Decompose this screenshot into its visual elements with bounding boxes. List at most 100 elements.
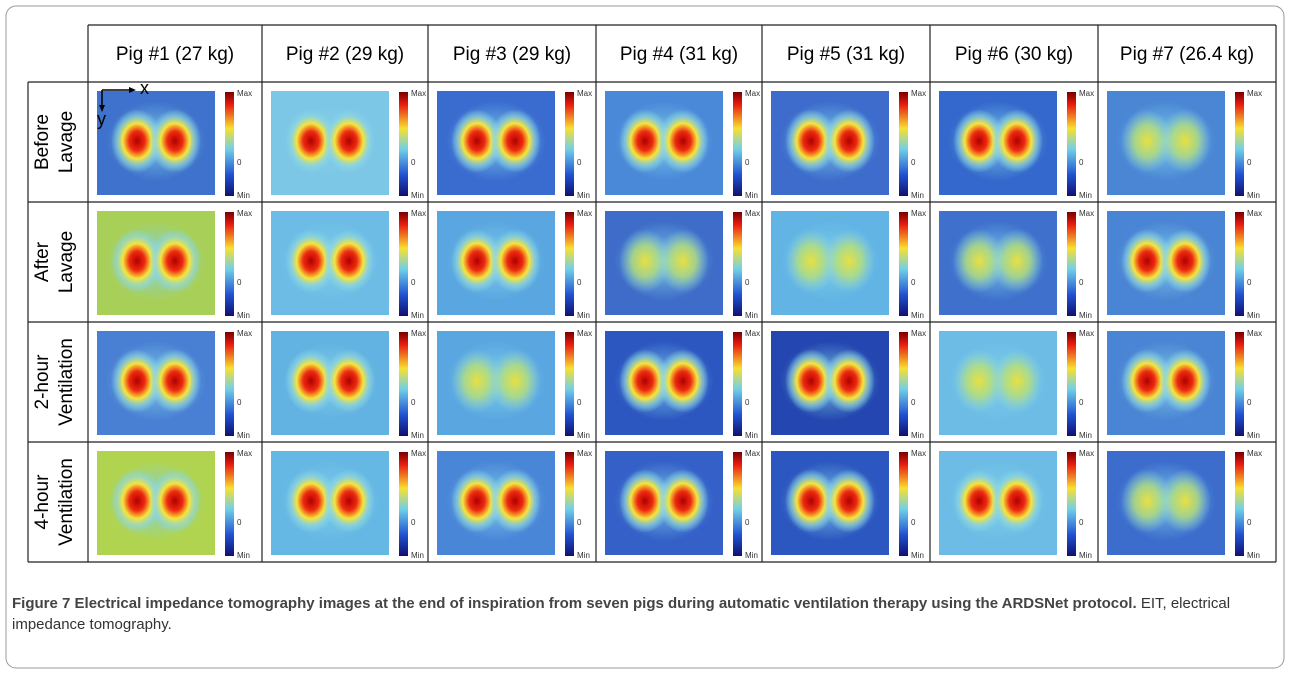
colorbar-label: Max [745, 89, 760, 98]
colorbar-label: Min [911, 311, 924, 320]
lung-blob [1121, 229, 1173, 293]
colorbar [1067, 452, 1076, 556]
colorbar-label: Min [1247, 311, 1260, 320]
colorbar [565, 332, 574, 436]
caption-title: Electrical impedance tomography images a… [74, 595, 1137, 612]
colorbar-label: 0 [1247, 158, 1252, 167]
colorbar-label: Max [237, 209, 252, 218]
colorbar-label: Max [237, 329, 252, 338]
colorbar-label: Max [1079, 89, 1094, 98]
lung-blob [785, 109, 837, 173]
lung-blob [619, 349, 671, 413]
colorbar-label: 0 [745, 518, 750, 527]
eit-image: Max 0 Min [1107, 329, 1262, 440]
colorbar-label: Max [1079, 329, 1094, 338]
lung-blob [1121, 469, 1173, 533]
figure-border [5, 5, 1285, 669]
lung-blob [953, 109, 1005, 173]
eit-image: Max 0 Min [1107, 89, 1262, 200]
colorbar-label: Max [745, 449, 760, 458]
lung-blob [619, 469, 671, 533]
colorbar [1235, 212, 1244, 316]
lung-blob [1159, 349, 1211, 413]
lung-blob [111, 109, 163, 173]
colorbar-label: Min [745, 311, 758, 320]
colorbar-label: Max [1079, 209, 1094, 218]
colorbar-label: Min [745, 191, 758, 200]
eit-image: Max 0 Min [771, 329, 926, 440]
lung-blob [991, 349, 1043, 413]
colorbar-label: Min [911, 431, 924, 440]
colorbar-label: 0 [577, 398, 582, 407]
colorbar-label: Min [577, 431, 590, 440]
colorbar-label: Max [911, 89, 926, 98]
lung-blob [451, 469, 503, 533]
colorbar-label: 0 [1247, 518, 1252, 527]
lung-blob [323, 229, 375, 293]
row-label: 4-hour [32, 474, 53, 530]
colorbar [225, 332, 234, 436]
lung-blob [657, 109, 709, 173]
eit-image: Max 0 Min [437, 89, 592, 200]
eit-image: Max 0 Min [437, 209, 592, 320]
lung-blob [489, 349, 541, 413]
colorbar-label: Min [411, 551, 424, 560]
eit-image: Max 0 Min [771, 209, 926, 320]
lung-blob [823, 229, 875, 293]
colorbar-label: Min [237, 431, 250, 440]
colorbar-label: 0 [237, 518, 242, 527]
eit-image: Max 0 Min [271, 209, 426, 320]
axis-arrowhead [99, 105, 105, 112]
lung-blob [1159, 229, 1211, 293]
lung-blob [149, 229, 201, 293]
lung-blob [991, 469, 1043, 533]
colorbar-label: Min [237, 191, 250, 200]
eit-image: Max 0 Min [97, 329, 252, 440]
colorbar-label: Max [411, 449, 426, 458]
colorbar-label: 0 [1079, 158, 1084, 167]
colorbar [225, 212, 234, 316]
lung-blob [619, 229, 671, 293]
colorbar-label: 0 [1079, 518, 1084, 527]
lung-blob [823, 349, 875, 413]
colorbar-label: Min [411, 191, 424, 200]
colorbar-label: 0 [411, 278, 416, 287]
colorbar-label: Min [745, 431, 758, 440]
row-label: Lavage [56, 231, 77, 293]
colorbar-label: 0 [237, 398, 242, 407]
caption-text: EIT, electrical impedance tomography. [12, 595, 1231, 633]
colorbar [1235, 332, 1244, 436]
eit-image: Max 0 Min [271, 449, 426, 560]
colorbar [399, 452, 408, 556]
column-header: Pig #4 (31 kg) [620, 44, 738, 65]
colorbar [399, 212, 408, 316]
eit-image: Max 0 Min [771, 449, 926, 560]
lung-blob [323, 109, 375, 173]
colorbar-label: 0 [745, 278, 750, 287]
lung-blob [991, 109, 1043, 173]
colorbar-label: 0 [577, 278, 582, 287]
colorbar-label: Max [577, 89, 592, 98]
lung-blob [657, 349, 709, 413]
column-header: Pig #5 (31 kg) [787, 44, 905, 65]
row-label: After [32, 241, 53, 282]
column-header: Pig #1 (27 kg) [116, 44, 234, 65]
colorbar-label: 0 [911, 518, 916, 527]
lung-blob [489, 109, 541, 173]
eit-image: Max 0 Min [97, 209, 252, 320]
colorbar-label: Min [411, 311, 424, 320]
eit-image: Max 0 Min [939, 89, 1094, 200]
colorbar-label: Max [577, 449, 592, 458]
lung-blob [1159, 469, 1211, 533]
colorbar-label: 0 [1247, 278, 1252, 287]
lung-blob [149, 469, 201, 533]
caption-label: Figure 7 [12, 595, 71, 612]
lung-blob [285, 349, 337, 413]
colorbar [1235, 452, 1244, 556]
colorbar-label: 0 [237, 158, 242, 167]
lung-blob [111, 229, 163, 293]
lung-blob [619, 109, 671, 173]
colorbar [565, 452, 574, 556]
column-header: Pig #7 (26.4 kg) [1120, 44, 1254, 65]
